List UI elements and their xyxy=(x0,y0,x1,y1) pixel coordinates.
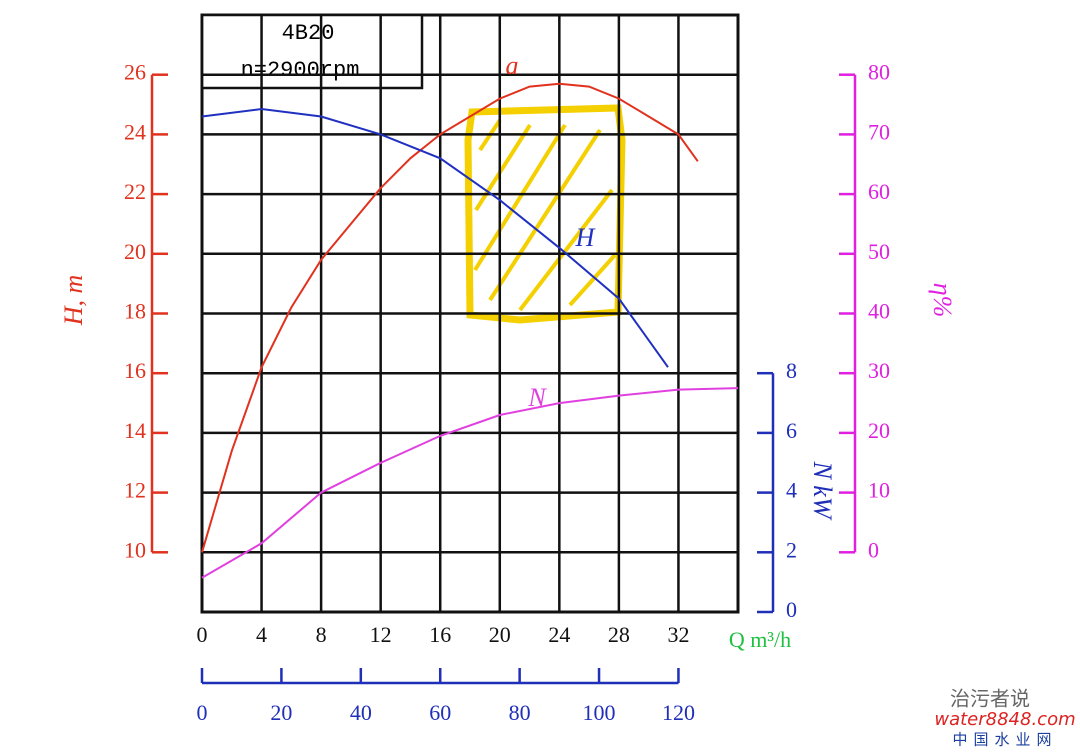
y2-tick-label: 50 xyxy=(868,239,890,264)
y2-axis-label: η% xyxy=(928,283,957,318)
curve-label: H xyxy=(575,223,596,252)
y-axis-label: H, m xyxy=(59,275,88,327)
x-tick-label: 16 xyxy=(429,622,451,647)
x-tick-label: 12 xyxy=(370,622,392,647)
y2-tick-label: 0 xyxy=(868,537,879,562)
x-tick-label: 32 xyxy=(667,622,689,647)
watermark-site-name: 中国水业网 xyxy=(952,731,1057,749)
curve-label: N xyxy=(527,383,547,412)
x2-tick-label: 20 xyxy=(270,700,292,725)
watermark-account: 治污者说 xyxy=(950,687,1030,711)
y3-tick-label: 2 xyxy=(786,537,797,562)
x2-tick-label: 40 xyxy=(350,700,372,725)
x2-tick-label: 120 xyxy=(662,700,695,725)
y2-tick-label: 40 xyxy=(868,299,890,324)
x2-tick-label: 0 xyxy=(197,700,208,725)
y2-tick-label: 20 xyxy=(868,418,890,443)
x2-tick-label: 100 xyxy=(583,700,616,725)
x-tick-label: 8 xyxy=(316,622,327,647)
series-line xyxy=(201,82,699,553)
y2-tick-label: 70 xyxy=(868,119,890,144)
y-tick-label: 24 xyxy=(124,119,146,144)
x-tick-label: 20 xyxy=(489,622,511,647)
y-tick-label: 26 xyxy=(124,60,146,85)
x-axis-label: Q m³/h xyxy=(729,627,791,652)
y-tick-label: 14 xyxy=(124,418,146,443)
series-line xyxy=(201,387,739,579)
y2-tick-label: 30 xyxy=(868,358,890,383)
y3-tick-label: 6 xyxy=(786,418,797,443)
y3-tick-label: 4 xyxy=(786,478,797,503)
x-tick-label: 24 xyxy=(548,622,570,647)
x-tick-label: 4 xyxy=(256,622,267,647)
curve-label: a xyxy=(506,51,519,80)
series-line xyxy=(201,107,669,368)
x2-tick-label: 80 xyxy=(509,700,531,725)
y-tick-label: 16 xyxy=(124,358,146,383)
y-tick-label: 22 xyxy=(124,179,146,204)
y2-tick-label: 80 xyxy=(868,60,890,85)
y3-tick-label: 8 xyxy=(786,358,797,383)
y3-tick-label: 0 xyxy=(786,597,797,622)
x2-tick-label: 60 xyxy=(429,700,451,725)
chart-title: 4B20 xyxy=(282,21,335,46)
y-tick-label: 18 xyxy=(124,299,146,324)
watermark-site: water8848.com xyxy=(934,709,1075,730)
y-tick-label: 10 xyxy=(124,537,146,562)
y-tick-label: 12 xyxy=(124,478,146,503)
x-tick-label: 0 xyxy=(197,622,208,647)
x-tick-label: 28 xyxy=(608,622,630,647)
y-tick-label: 20 xyxy=(124,239,146,264)
y2-tick-label: 10 xyxy=(868,478,890,503)
highlight-hatch xyxy=(473,118,617,312)
y3-axis-label: N kW xyxy=(808,460,837,520)
y2-tick-label: 60 xyxy=(868,179,890,204)
chart-subtitle: n=2900rpm xyxy=(241,58,360,83)
